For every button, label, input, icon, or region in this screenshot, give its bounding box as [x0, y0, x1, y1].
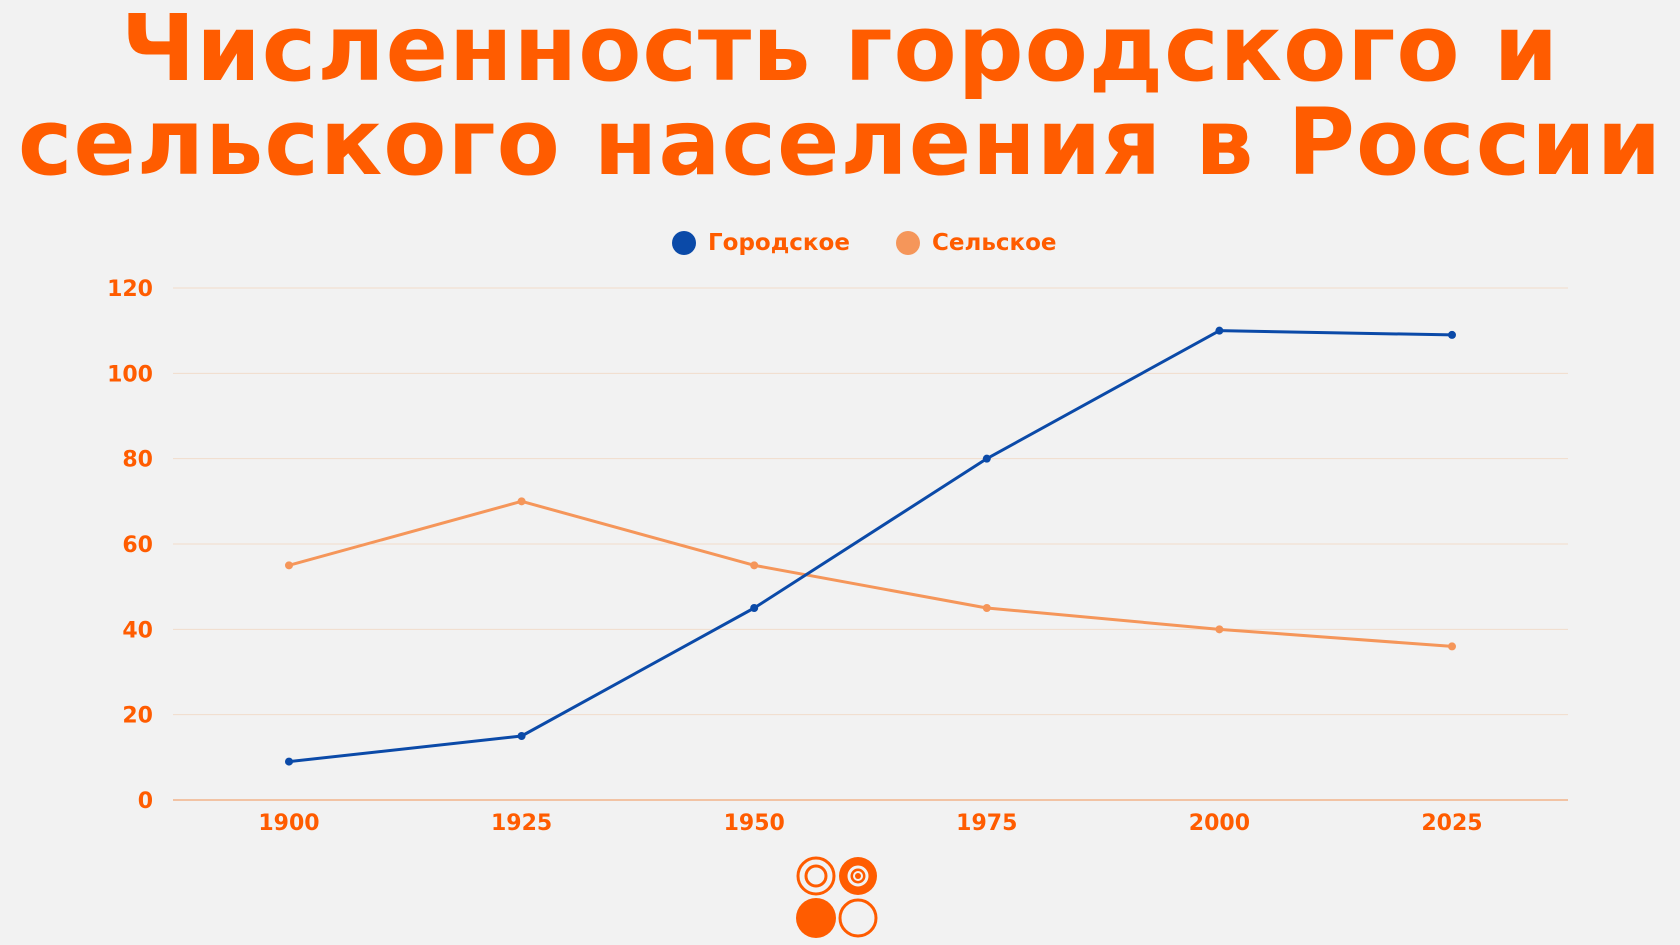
y-tick-label: 80 — [122, 448, 153, 473]
y-tick-label: 40 — [122, 618, 153, 643]
brand-logo — [796, 856, 878, 938]
data-point — [517, 732, 526, 740]
grid — [173, 287, 1568, 801]
x-tick-label: 2000 — [1189, 811, 1250, 836]
page-title: Численность городского и сельского насел… — [0, 2, 1680, 190]
y-tick-label: 120 — [107, 277, 153, 302]
x-tick-label: 1975 — [956, 811, 1017, 836]
y-tick-label: 0 — [138, 789, 153, 814]
x-tick-label: 2025 — [1421, 811, 1482, 836]
series — [285, 326, 1456, 766]
legend-label: Городское — [708, 230, 850, 256]
series-line — [287, 329, 1454, 764]
data-point — [1448, 642, 1456, 651]
x-tick-label: 1900 — [258, 811, 319, 836]
legend-marker — [896, 231, 920, 255]
data-point — [982, 604, 991, 612]
legend: Городское Сельское — [672, 230, 1057, 256]
legend-marker — [672, 231, 696, 255]
data-point — [1215, 625, 1224, 634]
data-point — [1448, 330, 1456, 339]
x-tick-label: 1950 — [724, 811, 785, 836]
y-tick-label: 20 — [122, 704, 153, 729]
legend-label: Сельское — [932, 230, 1057, 256]
data-point — [750, 561, 759, 570]
data-point — [982, 454, 991, 463]
y-tick-label: 100 — [107, 362, 153, 387]
data-point — [1215, 326, 1224, 335]
data-point — [750, 604, 759, 612]
series-line — [287, 499, 1454, 648]
data-point — [517, 497, 526, 506]
title-line-2: сельского населения в России — [17, 89, 1663, 196]
axes: 0 20 40 60 80 100 120 1900 1925 1950 1975 2000 2025 — [107, 277, 1483, 836]
title-line-1: Численность городского и — [120, 0, 1560, 102]
x-tick-label: 1925 — [491, 811, 552, 836]
data-point — [285, 757, 293, 766]
y-tick-label: 60 — [122, 533, 153, 558]
data-point — [285, 561, 293, 570]
